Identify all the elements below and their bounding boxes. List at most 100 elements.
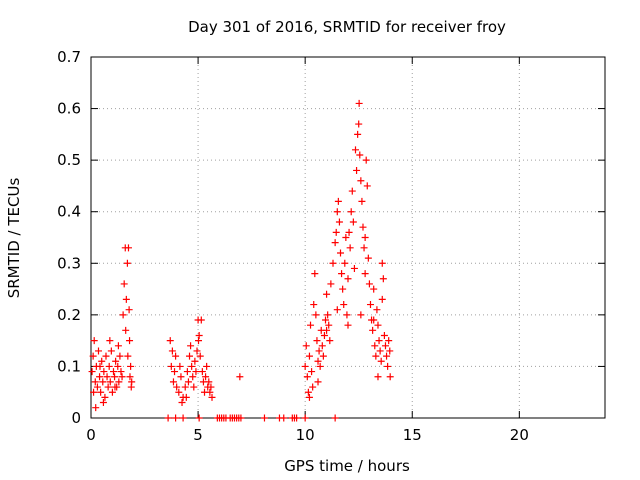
x-tick-label: 10 bbox=[296, 426, 315, 444]
x-tick-label: 20 bbox=[510, 426, 529, 444]
data-point bbox=[196, 352, 204, 360]
data-point bbox=[314, 357, 322, 365]
data-point bbox=[313, 337, 321, 345]
data-point bbox=[366, 301, 374, 309]
data-points bbox=[88, 99, 394, 422]
data-point bbox=[376, 347, 384, 355]
data-point bbox=[323, 326, 331, 334]
data-point bbox=[341, 259, 349, 267]
data-point bbox=[327, 280, 335, 288]
data-point bbox=[324, 311, 332, 319]
data-point bbox=[193, 347, 201, 355]
data-point bbox=[305, 393, 313, 401]
data-point bbox=[347, 208, 355, 216]
data-point bbox=[357, 311, 365, 319]
data-point bbox=[99, 378, 107, 386]
data-point bbox=[355, 120, 363, 128]
x-tick-label: 5 bbox=[193, 426, 203, 444]
data-point bbox=[315, 347, 323, 355]
x-tick-label: 15 bbox=[403, 426, 422, 444]
data-point bbox=[358, 197, 366, 205]
data-point bbox=[363, 182, 371, 190]
chart-title: Day 301 of 2016, SRMTID for receiver fro… bbox=[188, 18, 506, 36]
data-point bbox=[104, 383, 112, 391]
data-point bbox=[340, 301, 348, 309]
data-point bbox=[362, 156, 370, 164]
x-tick-label: 0 bbox=[86, 426, 96, 444]
data-point bbox=[175, 388, 183, 396]
data-point bbox=[385, 337, 393, 345]
data-point bbox=[202, 373, 210, 381]
data-point bbox=[124, 244, 132, 252]
data-point bbox=[348, 187, 356, 195]
data-point bbox=[301, 414, 309, 422]
data-point bbox=[103, 373, 111, 381]
data-point bbox=[117, 368, 125, 376]
data-point bbox=[94, 347, 102, 355]
data-point bbox=[326, 337, 334, 345]
axis-ticks bbox=[90, 56, 605, 419]
data-point bbox=[179, 414, 187, 422]
data-point bbox=[331, 414, 339, 422]
data-point bbox=[311, 270, 319, 278]
data-point bbox=[359, 223, 367, 231]
data-point bbox=[208, 393, 216, 401]
data-point bbox=[316, 362, 324, 370]
data-point bbox=[205, 378, 213, 386]
data-point bbox=[172, 352, 180, 360]
data-point bbox=[184, 378, 192, 386]
data-point bbox=[100, 368, 108, 376]
y-tick-label: 0.5 bbox=[57, 151, 81, 169]
data-point bbox=[186, 352, 194, 360]
y-tick-label: 0.7 bbox=[57, 48, 81, 66]
data-point bbox=[90, 337, 98, 345]
data-point bbox=[90, 388, 98, 396]
data-point bbox=[357, 177, 365, 185]
data-point bbox=[351, 146, 359, 154]
data-point bbox=[102, 352, 110, 360]
data-point bbox=[189, 373, 197, 381]
data-point bbox=[338, 270, 346, 278]
data-point bbox=[312, 311, 320, 319]
data-point bbox=[323, 290, 331, 298]
y-tick-label: 0.3 bbox=[57, 254, 81, 272]
data-point bbox=[112, 357, 120, 365]
data-point bbox=[178, 399, 186, 407]
data-point bbox=[329, 259, 337, 267]
data-point bbox=[106, 378, 114, 386]
data-point bbox=[309, 383, 317, 391]
plot-frame bbox=[90, 56, 606, 419]
data-point bbox=[111, 383, 119, 391]
data-point bbox=[172, 414, 180, 422]
data-point bbox=[195, 414, 203, 422]
data-point bbox=[365, 280, 373, 288]
data-point bbox=[107, 347, 115, 355]
data-point bbox=[308, 368, 316, 376]
data-point bbox=[182, 393, 190, 401]
data-point bbox=[183, 368, 191, 376]
data-point bbox=[354, 130, 362, 138]
data-point bbox=[206, 388, 214, 396]
data-point bbox=[122, 326, 130, 334]
data-point bbox=[97, 388, 105, 396]
data-point bbox=[372, 352, 380, 360]
data-point bbox=[370, 316, 378, 324]
data-point bbox=[101, 393, 109, 401]
data-point bbox=[319, 352, 327, 360]
data-point bbox=[114, 342, 122, 350]
data-point bbox=[124, 352, 132, 360]
data-point bbox=[379, 275, 387, 283]
data-point bbox=[108, 388, 116, 396]
data-point bbox=[335, 218, 343, 226]
data-point bbox=[195, 331, 203, 339]
data-point bbox=[350, 264, 358, 272]
data-point bbox=[381, 342, 389, 350]
data-point bbox=[371, 342, 379, 350]
data-point bbox=[192, 368, 200, 376]
data-point bbox=[197, 316, 205, 324]
data-point bbox=[98, 357, 106, 365]
data-point bbox=[310, 301, 318, 309]
data-point bbox=[339, 285, 347, 293]
data-point bbox=[106, 337, 114, 345]
data-point bbox=[207, 383, 215, 391]
